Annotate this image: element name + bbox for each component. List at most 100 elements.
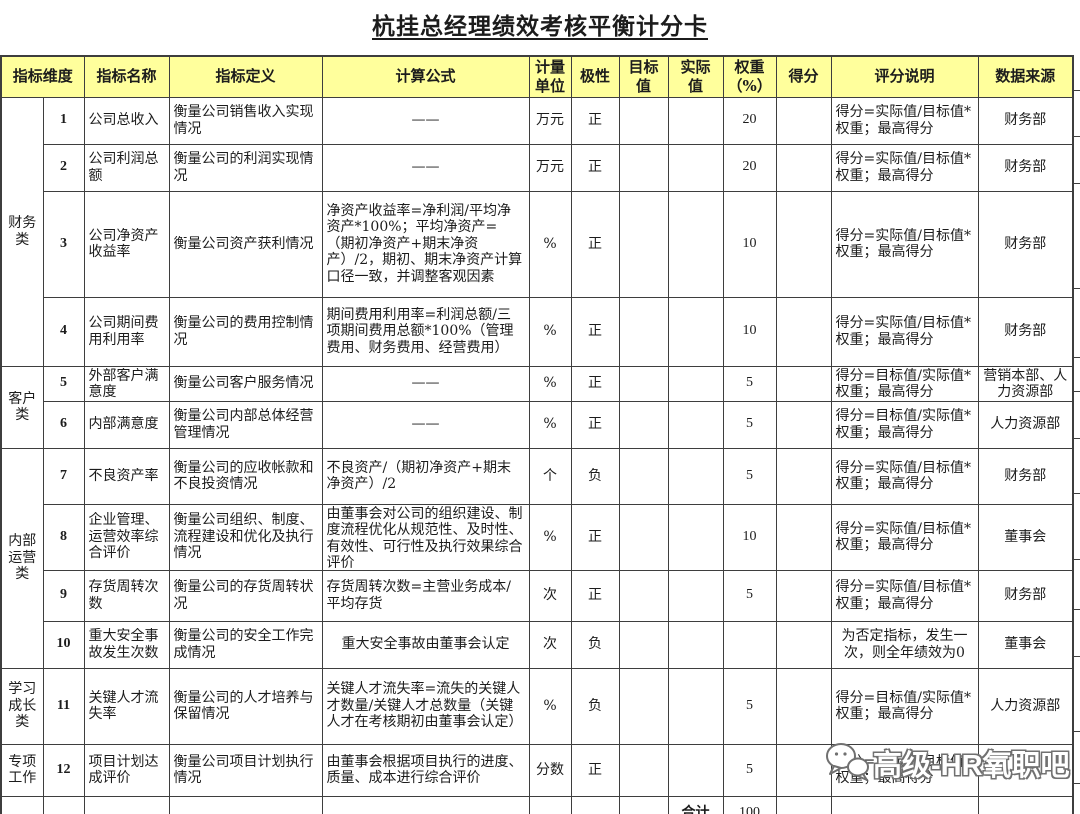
data-source-cell: 财务部 bbox=[977, 190, 1074, 298]
score-cell bbox=[775, 503, 832, 571]
scoring-description-cell-text: 得分=实际值/目标值*权重；最高得分 bbox=[835, 520, 971, 553]
score-cell bbox=[775, 667, 832, 745]
polarity-cell: 正 bbox=[570, 365, 620, 402]
row-number-cell-text: 9 bbox=[60, 587, 67, 603]
target-value-cell bbox=[618, 400, 669, 449]
indicator-definition-cell-text: 衡量公司的安全工作完成情况 bbox=[173, 628, 314, 661]
scoring-description-cell: 得分=实际值/目标值*权重；最高得分 bbox=[830, 143, 979, 192]
polarity-cell-text: 正 bbox=[588, 528, 603, 545]
unit-cell: 次 bbox=[528, 620, 572, 669]
formula-cell-text: 不良资产/（期初净资产+期末净资产）/2 bbox=[326, 459, 511, 492]
dimension-cell: 客户类 bbox=[0, 365, 44, 449]
total-row-empty-source bbox=[977, 795, 1074, 814]
polarity-cell: 正 bbox=[570, 503, 620, 571]
row-number-cell: 3 bbox=[42, 190, 85, 298]
indicator-definition-cell-text: 衡量公司客户服务情况 bbox=[173, 375, 314, 392]
row-number-cell-text: 10 bbox=[56, 636, 71, 652]
target-value-cell bbox=[618, 143, 669, 192]
dimension-cell-text: 财务类 bbox=[8, 215, 37, 248]
weight-cell-text: 5 bbox=[746, 697, 754, 713]
table-row-7: 内部运营类 7 不良资产率 衡量公司的应收帐款和不良投资情况 不良资产/（期初净资产+期… bbox=[0, 447, 1074, 669]
target-value-cell bbox=[618, 190, 669, 298]
indicator-definition-cell: 衡量公司内部总体经营管理情况 bbox=[168, 400, 323, 449]
unit-cell-text: 个 bbox=[543, 467, 558, 484]
data-source-cell: 营销本部、人力资源部 bbox=[977, 365, 1074, 402]
col-header-2: 指标定义 bbox=[168, 55, 323, 98]
row-number-cell: 2 bbox=[42, 143, 85, 192]
weight-cell: 10 bbox=[722, 296, 777, 367]
unit-cell-text: 分数 bbox=[536, 761, 565, 778]
data-source-cell-text: 财务部 bbox=[1004, 467, 1047, 484]
unit-cell: % bbox=[528, 503, 572, 571]
actual-value-cell bbox=[667, 400, 724, 449]
unit-cell-text: 次 bbox=[543, 636, 558, 653]
indicator-definition-cell-text: 衡量公司销售收入实现情况 bbox=[173, 104, 314, 137]
formula-cell: 净资产收益率=净利润/平均净资产*100%；平均净资产=（期初净资产+期末净资产… bbox=[321, 190, 530, 298]
table-header: 指标维度 指标名称 指标定义 计算公式 计量 单位 极性 目标 值实际 值权重 （%） 得分评… bbox=[0, 55, 1074, 98]
data-source-cell-text: 财务部 bbox=[1004, 112, 1047, 129]
indicator-name-cell-text: 存货周转次数 bbox=[88, 579, 159, 612]
indicator-name-cell: 项目计划达成评价 bbox=[83, 743, 170, 797]
formula-cell-text: —— bbox=[411, 159, 440, 176]
table-row-4: 4 公司期间费用利用率 衡量公司的费用控制情况 期间费用利用率=利润总额/三项期间费用… bbox=[1, 296, 1074, 367]
formula-cell-text: 存货周转次数=主营业务成本/平均存货 bbox=[326, 579, 511, 612]
total-label-cell: 合计 bbox=[667, 795, 724, 814]
col-header-9: 得分 bbox=[775, 55, 832, 98]
score-cell bbox=[775, 400, 832, 449]
indicator-name-cell-text: 项目计划达成评价 bbox=[88, 753, 159, 786]
scorecard-table: 指标维度 指标名称 指标定义 计算公式 计量 单位 极性 目标 值实际 值权重 （%） 得分评… bbox=[0, 55, 1075, 814]
unit-cell: % bbox=[528, 400, 572, 449]
scoring-description-cell: 得分=实际值/目标值*权重；最高得分 bbox=[830, 447, 979, 505]
weight-cell-text: 20 bbox=[742, 112, 757, 128]
actual-value-cell bbox=[667, 620, 724, 669]
data-source-cell: 董事会 bbox=[977, 620, 1074, 669]
score-cell bbox=[775, 620, 832, 669]
formula-cell-text: 重大安全事故由董事会认定 bbox=[341, 636, 510, 653]
indicator-definition-cell: 衡量公司项目计划执行情况 bbox=[168, 743, 323, 797]
row-number-cell-text: 3 bbox=[60, 235, 67, 251]
row-number-cell: 7 bbox=[42, 447, 85, 505]
dimension-cell: 财务类 bbox=[0, 96, 44, 367]
formula-cell: 不良资产/（期初净资产+期末净资产）/2 bbox=[321, 447, 530, 505]
table-row-2: 2 公司利润总额 衡量公司的利润实现情况 —— 万元 正 20 得分=实际值/目标值*权重；最… bbox=[1, 143, 1074, 192]
row-number-cell-text: 6 bbox=[60, 416, 67, 432]
target-value-cell bbox=[618, 96, 669, 145]
scoring-description-cell-text: 得分=实际值/目标值*权重；最高得分 bbox=[835, 104, 971, 137]
actual-value-cell bbox=[667, 96, 724, 145]
formula-cell: 存货周转次数=主营业务成本/平均存货 bbox=[321, 569, 530, 622]
dimension-cell: 专项工作 bbox=[0, 743, 44, 797]
target-value-cell bbox=[618, 569, 669, 622]
scoring-description-cell-text: 得分=目标值/实际值*权重；最高得分 bbox=[835, 368, 971, 399]
data-source-cell: 人力资源部 bbox=[977, 400, 1074, 449]
polarity-cell: 正 bbox=[570, 96, 620, 145]
scoring-description-cell: 得分=实际值/目标值*权重；最高得分 bbox=[830, 743, 979, 797]
actual-value-cell bbox=[667, 503, 724, 571]
formula-cell-text: 由董事会对公司的组织建设、制度流程优化从规范性、及时性、有效性、可行性及执行效果… bbox=[326, 506, 523, 568]
row-number-cell: 5 bbox=[42, 365, 85, 402]
polarity-cell-text: 正 bbox=[588, 112, 603, 129]
dimension-cell: 内部运营类 bbox=[0, 447, 44, 669]
data-source-cell: 董事会 bbox=[977, 503, 1074, 571]
actual-value-cell bbox=[667, 296, 724, 367]
dimension-cell: 学习成长类 bbox=[0, 667, 44, 745]
col-header-10: 评分说明 bbox=[830, 55, 979, 98]
indicator-name-cell-text: 公司期间费用利用率 bbox=[88, 315, 159, 348]
unit-cell: % bbox=[528, 667, 572, 745]
data-source-cell: 财务部 bbox=[977, 296, 1074, 367]
unit-cell: 分数 bbox=[528, 743, 572, 797]
indicator-definition-cell-text: 衡量公司组织、制度、流程建设和优化及执行情况 bbox=[173, 512, 314, 562]
indicator-definition-cell-text: 衡量公司的利润实现情况 bbox=[173, 151, 314, 184]
polarity-cell-text: 正 bbox=[588, 323, 603, 340]
row-number-cell-text: 8 bbox=[60, 528, 67, 544]
row-number-cell-text: 4 bbox=[60, 323, 67, 339]
score-cell bbox=[775, 143, 832, 192]
row-number-cell: 4 bbox=[42, 296, 85, 367]
weight-cell: 20 bbox=[722, 96, 777, 145]
data-source-cell bbox=[977, 743, 1074, 797]
formula-cell-text: —— bbox=[411, 112, 440, 129]
scoring-description-cell-text: 得分=实际值/目标值*权重；最高得分 bbox=[835, 753, 971, 786]
row-number-cell: 11 bbox=[42, 667, 85, 745]
indicator-definition-cell-text: 衡量公司的存货周转状况 bbox=[173, 579, 314, 612]
unit-cell: % bbox=[528, 190, 572, 298]
indicator-definition-cell: 衡量公司的应收帐款和不良投资情况 bbox=[168, 447, 323, 505]
